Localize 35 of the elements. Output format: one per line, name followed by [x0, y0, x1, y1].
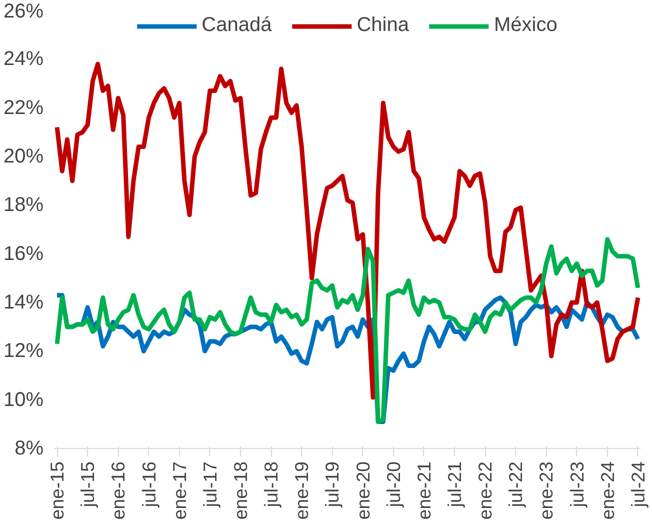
x-tick-label: ene-16 [108, 462, 129, 520]
y-tick-label: 22% [3, 96, 44, 119]
x-tick-label: ene-20 [352, 461, 374, 520]
x-tick-label: jul-18 [260, 461, 282, 508]
y-tick-label: 12% [3, 340, 44, 362]
y-tick-label: 16% [3, 242, 44, 265]
legend-label: China [356, 14, 409, 37]
x-tick-label: jul-16 [138, 461, 160, 508]
x-tick-label: jul-23 [566, 461, 588, 508]
x-tick-label: jul-20 [382, 461, 404, 508]
x-tick-label: jul-17 [199, 461, 220, 508]
legend-label: Canadá [202, 14, 272, 37]
y-tick-label: 8% [14, 438, 44, 460]
x-tick-label: ene-24 [596, 461, 618, 520]
x-tick-label: ene-19 [291, 462, 312, 520]
x-tick-label: jul-15 [77, 461, 98, 508]
x-tick-label: ene-15 [46, 462, 68, 520]
x-tick-label: jul-19 [322, 461, 343, 508]
y-tick-label: 24% [3, 48, 44, 70]
x-tick-label: jul-24 [627, 461, 648, 508]
y-tick-label: 14% [3, 292, 44, 314]
y-tick-label: 10% [3, 388, 44, 411]
x-tick-label: ene-23 [536, 461, 557, 520]
x-tick-label: ene-18 [230, 461, 251, 520]
x-tick-label: ene-21 [413, 462, 434, 520]
line-series [54, 62, 640, 400]
y-tick-label: 18% [3, 194, 44, 216]
y-tick-label: 26% [3, 0, 44, 22]
x-tick-label: ene-17 [168, 462, 190, 520]
y-tick-label: 20% [3, 146, 44, 168]
x-tick-label: ene-22 [474, 462, 496, 520]
x-tick-label: jul-22 [505, 461, 526, 508]
line-series [54, 236, 640, 424]
x-tick-label: jul-21 [444, 461, 466, 508]
legend-label: México [494, 14, 558, 37]
